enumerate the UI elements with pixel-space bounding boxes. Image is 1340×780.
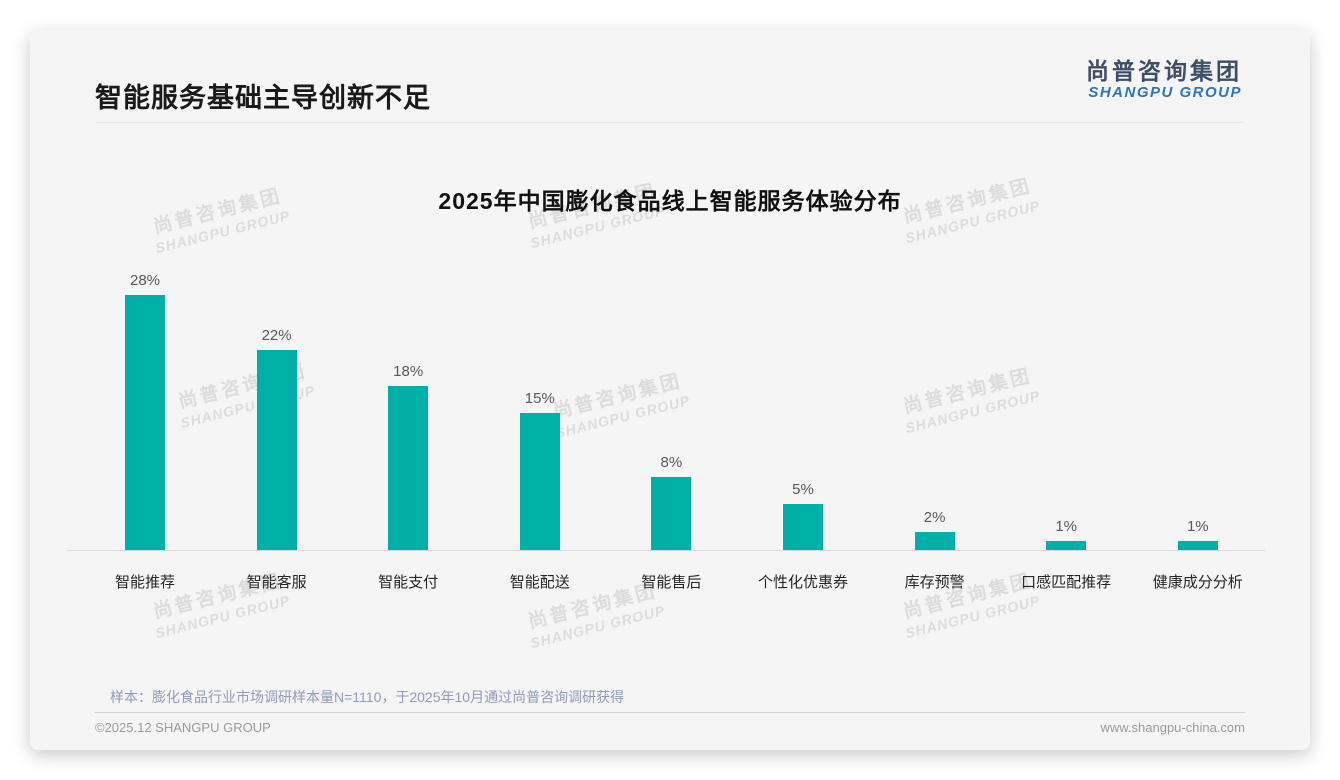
bar (519, 413, 560, 550)
bar (388, 386, 429, 550)
bar-value-label: 1% (1186, 518, 1209, 535)
category-label: 健康成分分析 (1152, 574, 1243, 591)
bar (914, 532, 955, 550)
bar-group: 1% (1132, 518, 1264, 550)
bar (1046, 541, 1087, 550)
bar (1177, 541, 1218, 550)
bar-value-label: 1% (1055, 518, 1078, 535)
bar-group: 18% (342, 363, 474, 550)
x-axis-line (67, 550, 1265, 551)
bar-group: 28% (79, 272, 211, 550)
category-label: 个性化优惠券 (757, 574, 848, 591)
footer-copyright: ©2025.12 SHANGPU GROUP (95, 720, 271, 735)
bar (125, 295, 165, 550)
category-label: 库存预警 (904, 574, 965, 591)
category-label: 智能客服 (246, 574, 307, 591)
bar-group: 2% (869, 509, 1001, 550)
bar-value-label: 2% (923, 509, 946, 526)
logo-en-text: SHANGPU GROUP (1088, 84, 1242, 102)
bar-value-label: 8% (660, 454, 683, 471)
bar-group: 5% (737, 481, 869, 550)
category-label: 智能配送 (509, 574, 570, 591)
footer-website: www.shangpu-china.com (1100, 720, 1245, 735)
company-logo: 尚普咨询集团 SHANGPU GROUP (1086, 58, 1242, 102)
bar (256, 350, 297, 550)
header-divider (95, 122, 1245, 123)
category-label: 口感匹配推荐 (1021, 574, 1112, 591)
bar-value-label: 5% (792, 481, 814, 498)
logo-cn-text: 尚普咨询集团 (1086, 58, 1242, 84)
page-title: 智能服务基础主导创新不足 (95, 83, 431, 113)
footer-divider (95, 712, 1245, 713)
bar-value-label: 18% (393, 363, 424, 380)
bar-value-label: 22% (261, 327, 292, 344)
category-label: 智能支付 (378, 574, 439, 591)
sample-note: 样本：膨化食品行业市场调研样本量N=1110，于2025年10月通过尚普咨询调研… (110, 689, 625, 705)
chart-title: 2025年中国膨化食品线上智能服务体验分布 (438, 188, 902, 214)
category-label: 智能售后 (641, 574, 702, 591)
bar (651, 477, 692, 550)
bar-group: 22% (211, 327, 343, 550)
bar (783, 504, 823, 550)
category-label: 智能推荐 (114, 574, 175, 591)
bar-group: 8% (605, 454, 737, 550)
bar-value-label: 15% (524, 390, 555, 407)
slide-card: 智能服务基础主导创新不足 尚普咨询集团 SHANGPU GROUP 2025年中… (30, 30, 1310, 750)
bar-group: 15% (474, 390, 606, 550)
bar-group: 1% (1000, 518, 1132, 550)
bar-chart: 28% 智能推荐 22% 智能客服 18% 智能支付 15% 智能配送 8% 智能售后 5% 个性化优… (30, 30, 1310, 750)
bar-value-label: 28% (129, 272, 161, 289)
